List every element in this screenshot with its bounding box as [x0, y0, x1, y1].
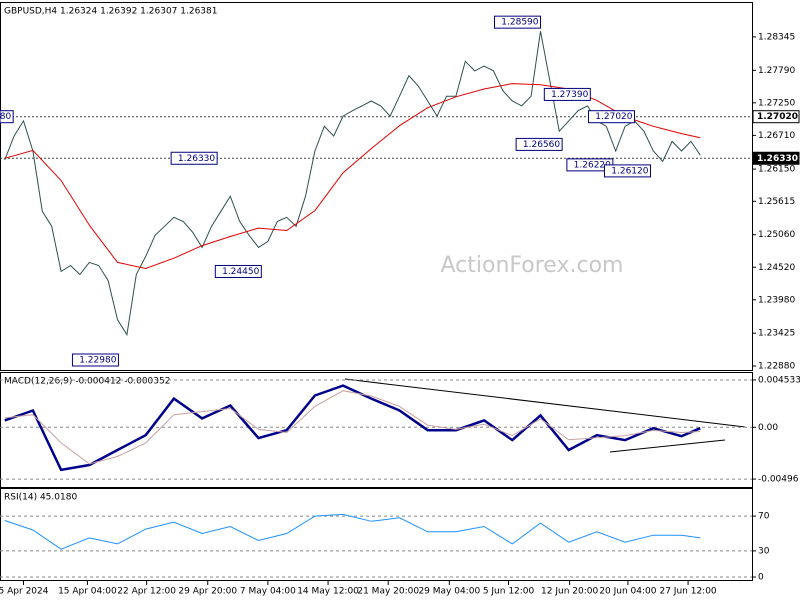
x-tick-label: 7 May 04:00: [240, 587, 296, 597]
y-tick-label: 1.27790: [758, 66, 795, 76]
annotation-label: 1.24450: [222, 267, 259, 277]
annotation-label: 1.28590: [501, 18, 538, 28]
macd-trendline: [609, 439, 726, 453]
y-tick-label: 0.00: [758, 423, 778, 433]
y-tick-label: 1.25060: [758, 230, 795, 240]
annotation-box: [603, 164, 651, 178]
price-label: 1.26330: [757, 154, 798, 164]
x-tick-label: 12 Jun 20:00: [541, 587, 598, 597]
y-tick-label: 1.23425: [758, 329, 795, 339]
annotation-box: [588, 110, 635, 124]
macd-title: MACD(12,26,9) -0.000412 -0.000352: [4, 377, 170, 387]
x-tick-label: 20 Jun 04:00: [599, 587, 656, 597]
macd-pane: [0, 372, 753, 488]
annotation-label: 1.26560: [523, 140, 560, 150]
chart-title: GBPUSD,H4 1.26324 1.26392 1.26307 1.2638…: [4, 7, 217, 17]
price-label-box: [752, 110, 800, 124]
x-tick-label: 29 May 04:00: [418, 587, 480, 597]
watermark: ActionForex.com: [441, 253, 624, 278]
annotation-label: 1.26330: [178, 154, 215, 164]
x-tick-label: 22 Apr 12:00: [117, 587, 176, 597]
y-tick-label: 0: [758, 573, 764, 583]
x-tick-label: 15 Apr 04:00: [58, 587, 117, 597]
x-tick-label: 21 May 20:00: [357, 587, 419, 597]
series-line: [4, 390, 701, 465]
series-line: [4, 83, 701, 270]
annotation-box: [0, 110, 14, 124]
series-line: [4, 31, 701, 337]
annotation-box: [543, 87, 591, 101]
y-tick-label: 70: [758, 512, 770, 522]
annotation-label: 80: [0, 112, 11, 122]
annotation-label: 1.27390: [551, 90, 588, 100]
y-tick-label: 1.25615: [758, 197, 795, 207]
x-tick-label: 5 Jun 12:00: [483, 587, 535, 597]
annotation-box: [170, 151, 218, 165]
x-tick-label: 29 Apr 20:00: [178, 587, 237, 597]
price-label: 1.27020: [757, 112, 798, 122]
annotation-label: 1.27020: [595, 112, 632, 122]
price-label-box: [752, 151, 800, 165]
y-tick-label: 1.26150: [758, 165, 795, 175]
y-tick-label: 1.27250: [758, 98, 795, 108]
y-tick-label: 30: [758, 546, 770, 556]
annotation-box: [515, 137, 563, 151]
macd-trendline: [344, 378, 746, 428]
y-tick-label: 1.22880: [758, 362, 795, 372]
annotation-label: 1.22980: [79, 356, 116, 366]
annotation-box: [71, 353, 119, 367]
x-tick-label: 14 May 12:00: [297, 587, 359, 597]
series-line: [4, 513, 701, 550]
annotation-box: [214, 264, 262, 278]
annotation-label: 1.26220: [574, 160, 611, 170]
x-tick-label: 27 Jun 12:00: [659, 587, 716, 597]
y-tick-label: -0.00496: [758, 475, 799, 485]
y-tick-label: 1.26710: [758, 131, 795, 141]
annotation-box: [494, 15, 541, 29]
y-tick-label: 1.24520: [758, 263, 795, 273]
x-tick-label: 5 Apr 2024: [0, 587, 49, 597]
y-tick-label: 0.004533: [758, 375, 800, 385]
y-tick-label: 1.23980: [758, 295, 795, 305]
rsi-title: RSI(14) 45.0180: [4, 493, 77, 503]
y-tick-label: 1.28345: [758, 32, 795, 42]
annotation-label: 1.26120: [611, 166, 648, 176]
rsi-pane: [0, 488, 753, 581]
price-pane: [0, 2, 753, 371]
